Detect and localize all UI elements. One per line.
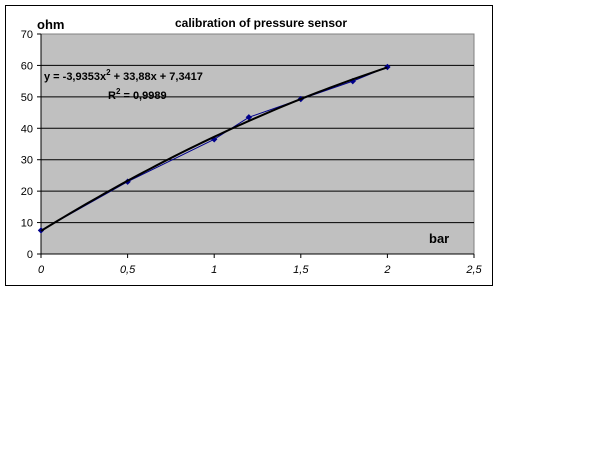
r2-rest: = 0,9989 — [120, 90, 166, 102]
chart: 0 10 20 30 40 50 60 70 0 0,5 1 1,5 2 2,5 calibration … — [21, 16, 483, 276]
r2-prefix: R — [108, 90, 116, 102]
y-tick-label: 50 — [21, 92, 33, 104]
y-tick-label: 30 — [21, 155, 33, 167]
y-tick-label: 40 — [21, 123, 33, 135]
x-tick-label: 2,5 — [465, 264, 482, 276]
y-tick-label: 0 — [27, 249, 33, 261]
data-series — [37, 63, 391, 234]
x-tick-label: 2 — [383, 264, 390, 276]
equation-exponent: 2 — [106, 68, 111, 77]
r2-exponent: 2 — [116, 87, 121, 96]
y-tick-label: 60 — [21, 60, 33, 72]
chart-frame: 0 10 20 30 40 50 60 70 0 0,5 1 1,5 2 2,5 calibration … — [5, 5, 493, 286]
chart-title: calibration of pressure sensor — [175, 16, 347, 30]
x-tick-label: 0,5 — [120, 264, 136, 276]
equation-main: y = -3,9353x — [44, 71, 107, 83]
r-squared-label: R2 = 0,9989 — [108, 87, 167, 102]
equation-rest: + 33,88x + 7,3417 — [111, 71, 203, 83]
x-tick-label: 1 — [211, 264, 217, 276]
trendline — [40, 66, 388, 232]
axes — [37, 33, 475, 258]
x-tick-label: 1,5 — [293, 264, 309, 276]
y-axis-label: ohm — [37, 17, 64, 32]
y-tick-label: 10 — [21, 218, 33, 230]
grid-lines — [41, 64, 474, 224]
tick-labels: 0 10 20 30 40 50 60 70 0 0,5 1 1,5 2 2,5 — [21, 29, 483, 276]
y-tick-label: 70 — [21, 29, 33, 41]
y-tick-label: 20 — [21, 186, 33, 198]
trendline-equation: y = -3,9353x2 + 33,88x + 7,3417 — [44, 68, 203, 83]
x-axis-label: bar — [429, 231, 449, 246]
plot-area — [40, 33, 475, 255]
x-tick-label: 0 — [38, 264, 45, 276]
data-point — [245, 114, 253, 121]
